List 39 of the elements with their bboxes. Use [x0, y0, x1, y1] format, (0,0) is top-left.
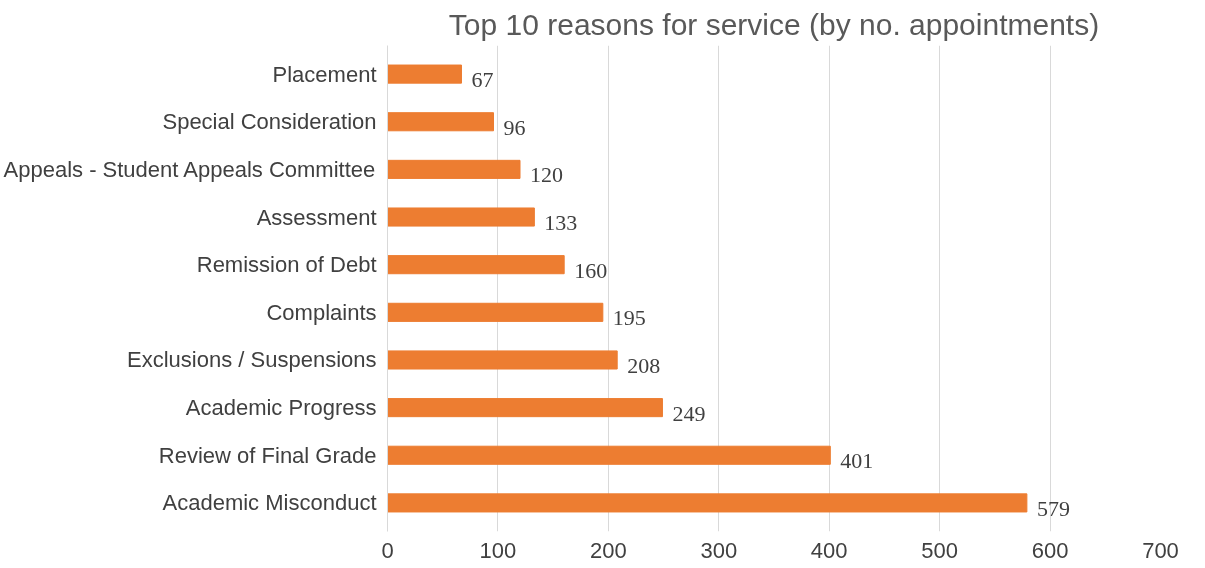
bar [387, 302, 604, 322]
y-tick-label: Placement [272, 61, 377, 87]
x-tick-label: 400 [810, 537, 848, 563]
data-label: 67 [471, 67, 494, 93]
bar [387, 398, 663, 418]
data-label: 160 [574, 257, 608, 283]
x-tick-label: 0 [381, 537, 394, 563]
x-tick-label: 300 [700, 537, 738, 563]
data-label: 579 [1036, 495, 1070, 521]
x-tick-label: 100 [479, 537, 517, 563]
x-tick-label: 700 [1142, 537, 1179, 563]
data-label: 96 [503, 114, 526, 140]
data-label: 208 [627, 352, 661, 378]
bar [387, 207, 535, 227]
data-label: 120 [530, 162, 564, 188]
bar [387, 350, 618, 370]
y-tick-label: Remission of Debt [196, 252, 377, 278]
x-tick-label: 200 [590, 537, 627, 563]
y-tick-label: Academic Misconduct [162, 490, 377, 516]
y-tick-label: Special Consideration [162, 109, 377, 135]
bar [387, 159, 521, 179]
y-tick-label: Exclusions / Suspensions [127, 347, 377, 373]
bar [387, 64, 462, 84]
y-tick-label: Assessment [256, 204, 377, 230]
bar [387, 255, 565, 275]
y-tick-label: Review of Final Grade [158, 442, 377, 468]
data-label: 401 [840, 448, 874, 474]
bar [387, 445, 831, 465]
x-tick-label: 600 [1031, 537, 1069, 563]
y-tick-label: Complaints [266, 299, 377, 325]
x-tick-label: 500 [921, 537, 959, 563]
bar [387, 112, 495, 132]
y-tick-label: Appeals - Student Appeals Committee [3, 156, 376, 182]
data-label: 195 [612, 305, 646, 331]
bar [387, 493, 1028, 513]
y-tick-label: Academic Progress [185, 395, 377, 421]
data-label: 249 [672, 400, 706, 426]
data-label: 133 [544, 210, 578, 236]
chart-title: Top 10 reasons for service (by no. appointments) [448, 7, 1100, 41]
